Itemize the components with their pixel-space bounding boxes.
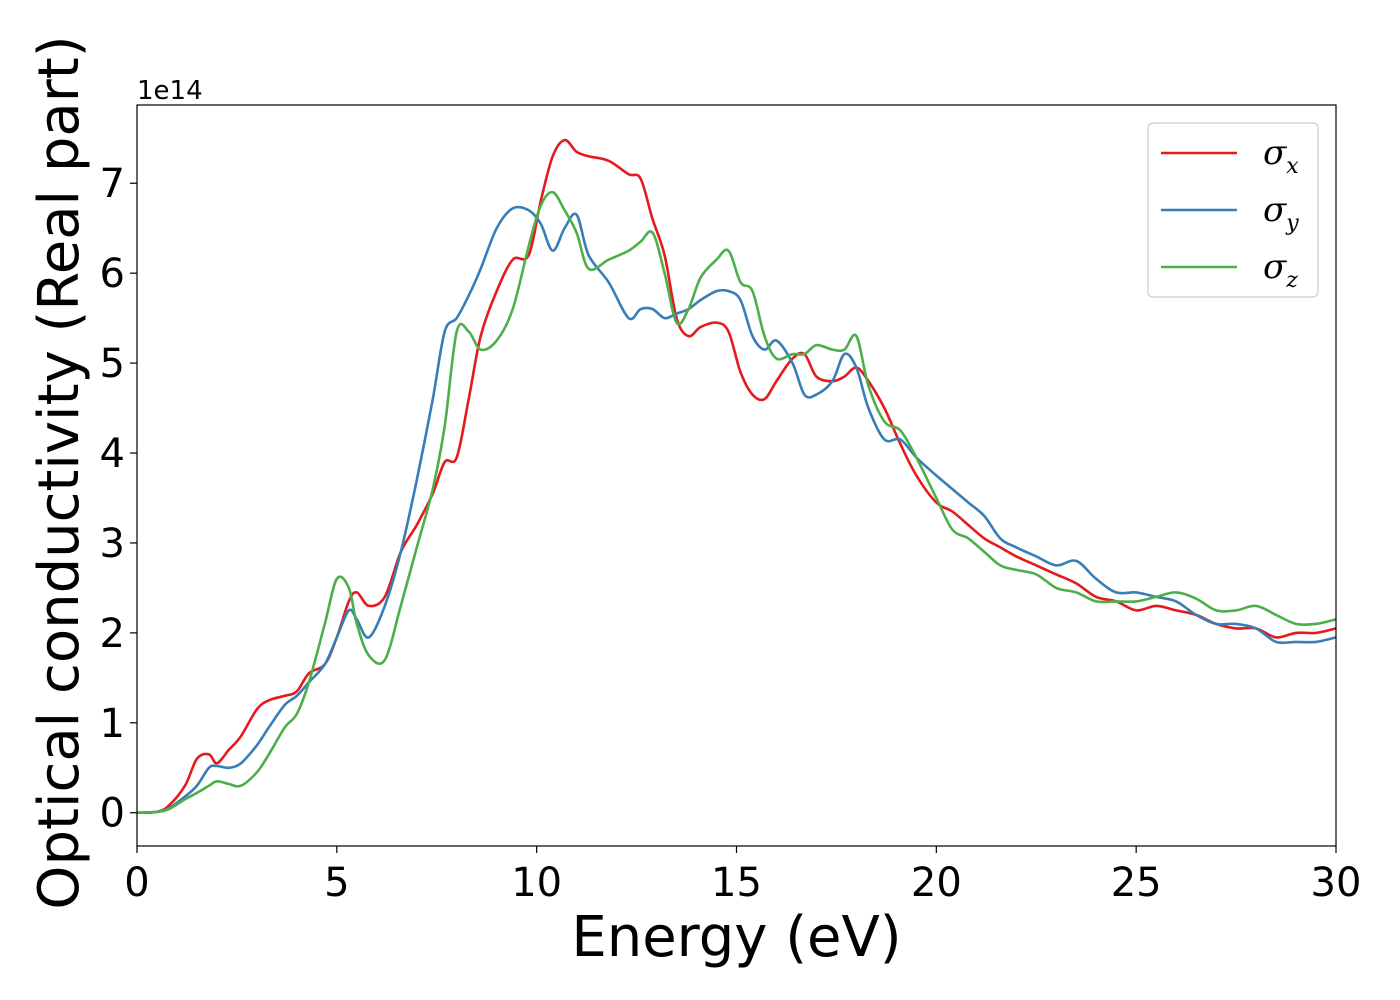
- y-tick-label: 1: [100, 701, 125, 747]
- y-tick-label: 3: [100, 521, 125, 567]
- legend-label-x: σx: [1263, 133, 1299, 179]
- x-tick-label: 10: [511, 860, 562, 906]
- y-tick-label: 6: [100, 251, 125, 297]
- series-line-z: [136, 190, 1337, 814]
- tick-layer: 0 5 10 15 20 25 30 0 1 2 3 4 5 6 7: [100, 161, 1362, 906]
- x-tick-label: 25: [1111, 860, 1162, 906]
- series-line-y: [136, 205, 1337, 814]
- y-offset-label: 1e14: [137, 76, 203, 106]
- y-tick-label: 5: [100, 341, 125, 387]
- series-layer: [136, 138, 1337, 814]
- y-tick-label: 4: [100, 431, 125, 477]
- y-tick-label: 7: [100, 161, 125, 207]
- series-line-x: [136, 138, 1337, 814]
- x-tick-label: 20: [911, 860, 962, 906]
- legend-label-y: σy: [1263, 190, 1299, 236]
- x-tick-label: 0: [124, 860, 149, 906]
- x-tick-label: 5: [324, 860, 349, 906]
- x-axis-label: Energy (eV): [571, 905, 901, 970]
- y-axis-label: Optical conductivity (Real part): [27, 35, 92, 909]
- x-tick-label: 15: [711, 860, 762, 906]
- x-tick-label: 30: [1311, 860, 1362, 906]
- y-tick-label: 2: [100, 611, 125, 657]
- y-tick-label: 0: [100, 791, 125, 837]
